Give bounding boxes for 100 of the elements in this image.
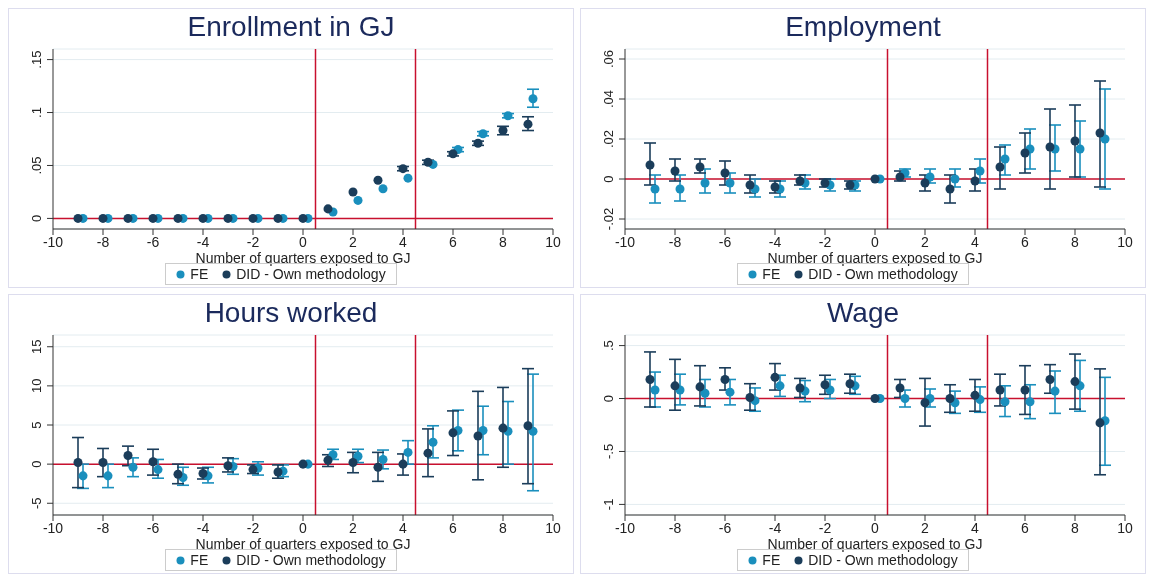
point [128, 462, 138, 472]
point [298, 459, 308, 469]
point [725, 387, 735, 397]
x-tick-label: 10 [1117, 519, 1133, 536]
point [700, 178, 710, 188]
point [970, 390, 980, 400]
x-tick-label: 0 [299, 519, 308, 536]
point [148, 457, 158, 467]
point [870, 394, 880, 404]
point [945, 394, 955, 404]
point [473, 431, 483, 441]
x-tick-label: -8 [668, 233, 682, 250]
point [845, 379, 855, 389]
x-tick-label: -4 [196, 519, 210, 536]
point [1045, 142, 1055, 152]
y-tick-label: 0 [29, 460, 44, 468]
point [1070, 136, 1080, 146]
y-tick-label: .05 [29, 156, 44, 175]
point [970, 176, 980, 186]
x-tick-label: 8 [1071, 233, 1080, 250]
point [198, 213, 208, 223]
point [223, 461, 233, 471]
x-tick-label: -8 [96, 233, 110, 250]
point [1095, 418, 1105, 428]
x-tick-label: -2 [818, 233, 832, 250]
point [398, 459, 408, 469]
y-tick-label: .02 [601, 129, 616, 149]
point [795, 383, 805, 393]
x-axis-title: Number of quarters exposed to GJ [767, 250, 983, 266]
x-tick-label: 4 [399, 519, 408, 536]
x-axis-title: Number of quarters exposed to GJ [767, 536, 983, 552]
point [173, 469, 183, 479]
legend-label: FE [189, 552, 209, 568]
y-tick-label: .15 [29, 50, 44, 69]
point [1020, 148, 1030, 158]
point [123, 451, 133, 461]
point [645, 374, 655, 384]
point [448, 428, 458, 438]
y-tick-label: 10 [29, 378, 44, 394]
point [720, 374, 730, 384]
point [323, 204, 333, 214]
point [248, 213, 258, 223]
point [995, 385, 1005, 395]
point [403, 173, 413, 183]
x-tick-label: -8 [96, 519, 110, 536]
x-axis-title: Number of quarters exposed to GJ [195, 250, 411, 266]
y-tick-label: 0 [29, 214, 44, 223]
x-tick-label: 8 [1071, 519, 1080, 536]
point [675, 184, 685, 194]
point [920, 178, 930, 188]
x-tick-label: 10 [545, 233, 561, 250]
point [670, 381, 680, 391]
y-tick-label: -.02 [601, 207, 616, 231]
point [378, 184, 388, 194]
y-tick-label: .04 [601, 89, 616, 109]
x-tick-label: 4 [971, 233, 980, 250]
x-tick-label: 2 [921, 519, 930, 536]
point [725, 178, 735, 188]
x-tick-label: -4 [768, 233, 782, 250]
point [720, 168, 730, 178]
point [895, 383, 905, 393]
point [403, 447, 413, 457]
point [73, 458, 83, 468]
point [995, 162, 1005, 172]
y-tick-label: 0 [601, 175, 616, 183]
point [745, 180, 755, 190]
y-tick-label: -.5 [601, 443, 616, 460]
point [1075, 144, 1085, 154]
y-tick-label: .06 [601, 49, 616, 69]
legend-label: FE [761, 552, 781, 568]
point [353, 195, 363, 205]
point [650, 385, 660, 395]
legend-label: DID - Own methodology [235, 266, 386, 282]
point [523, 421, 533, 431]
chart-title: Employment [784, 10, 942, 44]
point [775, 381, 785, 391]
legend-label: FE [189, 266, 209, 282]
point [373, 462, 383, 472]
point [695, 382, 705, 392]
x-tick-label: 10 [545, 519, 561, 536]
x-tick-label: -10 [614, 233, 636, 250]
point [523, 119, 533, 129]
x-tick-label: 4 [971, 519, 980, 536]
x-tick-label: 2 [349, 519, 358, 536]
legend-label: DID - Own methodology [807, 266, 958, 282]
point [820, 380, 830, 390]
x-tick-label: -2 [246, 519, 260, 536]
point [1095, 128, 1105, 138]
x-axis-title: Number of quarters exposed to GJ [195, 536, 411, 552]
y-tick-label: .1 [29, 107, 44, 118]
y-tick-label: -1 [601, 498, 616, 511]
point [650, 184, 660, 194]
point [900, 394, 910, 404]
point [78, 471, 88, 481]
chart-title: Wage [825, 296, 901, 330]
x-tick-label: -10 [42, 519, 64, 536]
x-tick-label: 10 [1117, 233, 1133, 250]
point [945, 184, 955, 194]
x-tick-label: -6 [718, 519, 732, 536]
y-tick-label: 15 [29, 339, 44, 354]
